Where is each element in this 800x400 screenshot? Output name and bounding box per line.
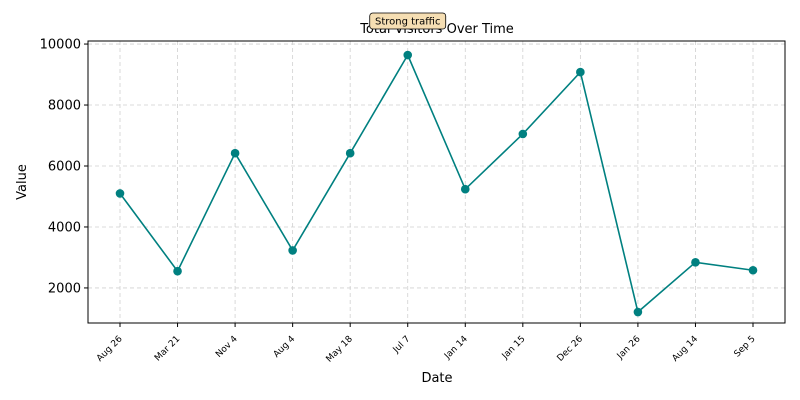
x-tick-label: Aug 26	[95, 334, 125, 364]
data-point	[460, 184, 470, 194]
x-tick-label: Nov 4	[214, 334, 240, 360]
x-axis-ticks: Aug 26 Mar 21 Nov 4 Aug 4 May 18 Jul 7 Jan 14 J…	[95, 323, 758, 365]
annotation-box	[369, 12, 447, 30]
plot-frame	[87, 40, 786, 324]
x-tick-label: Aug 14	[671, 334, 701, 364]
x-tick-label: Jan 14	[442, 334, 470, 362]
y-tick-label: 6000	[48, 159, 81, 174]
data-point	[403, 50, 413, 60]
y-axis-title: Value	[15, 164, 30, 200]
series-line	[119, 53, 754, 314]
x-tick-label: Jul 7	[391, 334, 413, 356]
x-tick-label: Jan 26	[615, 334, 643, 362]
data-point	[633, 307, 643, 317]
data-point	[115, 189, 125, 198]
annotation-label: Strong traffic	[375, 17, 440, 28]
annotation: Strong traffic	[369, 12, 447, 30]
data-point	[288, 246, 297, 255]
y-tick-label: 8000	[48, 99, 81, 114]
data-point	[576, 67, 585, 77]
data-point	[518, 129, 528, 139]
data-point	[230, 148, 240, 158]
x-axis-title: Date	[421, 371, 452, 386]
series-layer	[115, 50, 758, 317]
data-point	[345, 148, 355, 158]
data-point	[691, 258, 700, 267]
x-tick-label: Mar 21	[153, 334, 182, 363]
data-point	[748, 265, 758, 275]
grid-lines	[88, 41, 785, 323]
x-tick-label: Jan 15	[500, 334, 528, 362]
y-tick-label: 10000	[40, 38, 81, 53]
x-tick-label: Aug 4	[272, 334, 298, 360]
data-point	[173, 266, 182, 276]
y-axis-ticks: 2000 4000 6000 8000 10000	[40, 38, 88, 296]
x-tick-label: Dec 26	[556, 334, 586, 364]
y-tick-label: 4000	[48, 220, 81, 235]
y-tick-label: 2000	[48, 281, 81, 296]
x-tick-label: Sep 5	[733, 334, 758, 359]
x-tick-label: May 18	[325, 334, 356, 365]
